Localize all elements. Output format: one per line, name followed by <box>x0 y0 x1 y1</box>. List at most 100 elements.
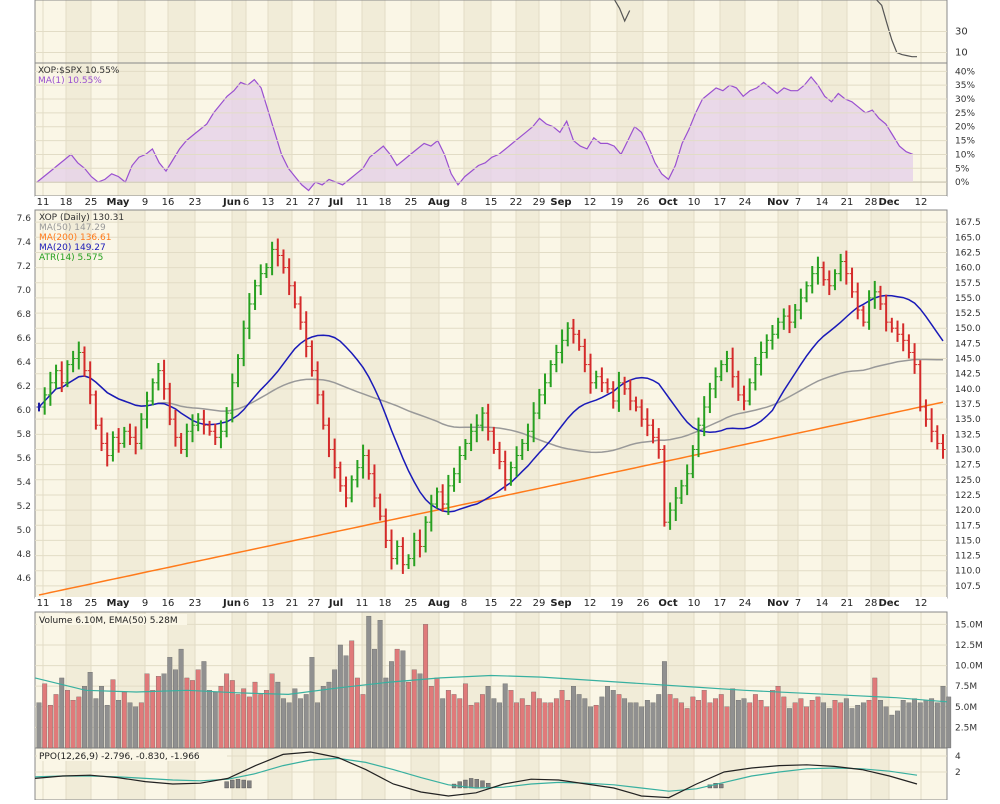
ppo-legend-bg <box>37 750 227 761</box>
ohlc-bar <box>639 399 645 427</box>
volume-bar <box>468 704 474 749</box>
volume-bar <box>99 686 104 749</box>
ohlc-bar <box>93 390 99 430</box>
relative-legend-ma: MA(1) 10.55% <box>38 76 102 86</box>
ohlc-bar <box>360 444 366 479</box>
price-right-tick: 107.5 <box>955 582 981 592</box>
volume-bar <box>184 677 190 749</box>
ohlc-bar <box>587 353 593 394</box>
volume-bar <box>616 694 622 749</box>
x-tick-label: Sep <box>550 197 571 208</box>
x-tick-label: 21 <box>286 197 299 208</box>
volume-bar <box>679 702 684 749</box>
ohlc-bar <box>889 317 895 333</box>
volume-legend: Volume 6.10M, EMA(50) 5.28M <box>39 616 178 626</box>
ohlc-bar <box>860 305 866 327</box>
ohlc-bar <box>678 479 684 504</box>
volume-bar <box>53 694 59 749</box>
ohlc-bar <box>434 487 440 509</box>
ohlc-bar <box>525 423 531 452</box>
volume-bar <box>906 702 912 749</box>
ohlc-bar <box>849 267 855 298</box>
price-right-tick: 152.5 <box>955 309 981 319</box>
ohlc-bar <box>116 428 122 453</box>
ohlc-bar <box>184 423 190 458</box>
ohlc-bar <box>320 390 326 430</box>
ohlc-bar <box>701 396 707 437</box>
volume-bar <box>315 702 321 749</box>
price-left-tick: 7.0 <box>17 286 32 296</box>
ohlc-bar <box>502 450 508 491</box>
ohlc-bar <box>650 419 656 444</box>
volume-bar <box>263 690 269 749</box>
ohlc-bar <box>138 413 144 450</box>
relative-legend-ratio: XOP:$SPX 10.55% <box>38 66 120 76</box>
ohlc-bar <box>121 426 127 448</box>
volume-bar <box>42 683 48 749</box>
ohlc-bar <box>309 340 315 377</box>
ohlc-bar <box>940 434 946 459</box>
price-legend-ma50: MA(50) 147.29 <box>39 223 106 233</box>
volume-bar <box>389 661 394 749</box>
ohlc-bar <box>440 484 446 512</box>
ohlc-bar <box>514 446 520 477</box>
x-tick-label: 13 <box>262 197 275 208</box>
volume-bar <box>912 698 917 749</box>
ppo-week-band <box>778 748 798 800</box>
volume-bar <box>286 702 292 749</box>
volume-bar <box>644 700 650 749</box>
ppo-histogram-bar <box>224 781 229 789</box>
ohlc-bar <box>144 391 150 429</box>
price-right-tick: 112.5 <box>955 552 981 562</box>
price-left-tick: 5.4 <box>17 478 32 488</box>
ohlc-bar <box>428 494 434 532</box>
ohlc-bar <box>252 279 258 310</box>
volume-bar <box>190 680 195 749</box>
relative-y-tick-label: 40% <box>955 67 975 77</box>
ohlc-bar <box>70 350 76 373</box>
x-tick-label: Aug <box>428 197 450 208</box>
ohlc-bar <box>400 537 406 574</box>
ohlc-bar <box>133 426 139 455</box>
x-tick-label: 22 <box>510 598 523 609</box>
volume-bar <box>82 686 87 749</box>
relative-y-tick-label: 5% <box>955 164 970 174</box>
ohlc-bar <box>519 439 525 460</box>
volume-bar <box>383 677 389 749</box>
relative-y-tick-label: 35% <box>955 81 975 91</box>
ohlc-bar <box>832 269 838 291</box>
ohlc-bar <box>906 334 912 359</box>
ohlc-bar <box>895 320 901 342</box>
volume-legend-bg <box>37 614 187 625</box>
relative-area <box>37 76 913 191</box>
volume-bar <box>639 706 645 749</box>
top-series-line <box>614 0 631 23</box>
volume-bar <box>548 702 554 749</box>
ppo-line <box>34 751 918 799</box>
volume-bar <box>599 696 605 749</box>
volume-bar <box>474 702 480 749</box>
ohlc-bar <box>622 376 628 395</box>
volume-bar <box>514 702 520 749</box>
x-tick-label: Sep <box>550 598 571 609</box>
ohlc-bar <box>707 382 713 414</box>
volume-bar <box>900 700 906 749</box>
volume-bar <box>815 696 821 749</box>
volume-bar <box>258 694 264 749</box>
ohlc-bar <box>934 425 940 450</box>
volume-bar <box>428 686 434 749</box>
x-tick-label: 22 <box>510 197 523 208</box>
volume-bar <box>76 696 82 749</box>
volume-bar <box>519 698 525 749</box>
volume-bar <box>372 648 377 749</box>
ohlc-bar <box>298 296 304 330</box>
volume-bar <box>781 696 787 749</box>
volume-bar <box>866 700 872 749</box>
ohlc-bar <box>786 305 792 334</box>
x-tick-label: 16 <box>162 598 175 609</box>
x-tick-label: Nov <box>767 598 789 609</box>
volume-bar <box>804 706 809 749</box>
x-tick-label: 15 <box>485 598 498 609</box>
volume-bar <box>610 690 616 749</box>
volume-bar <box>440 698 446 749</box>
